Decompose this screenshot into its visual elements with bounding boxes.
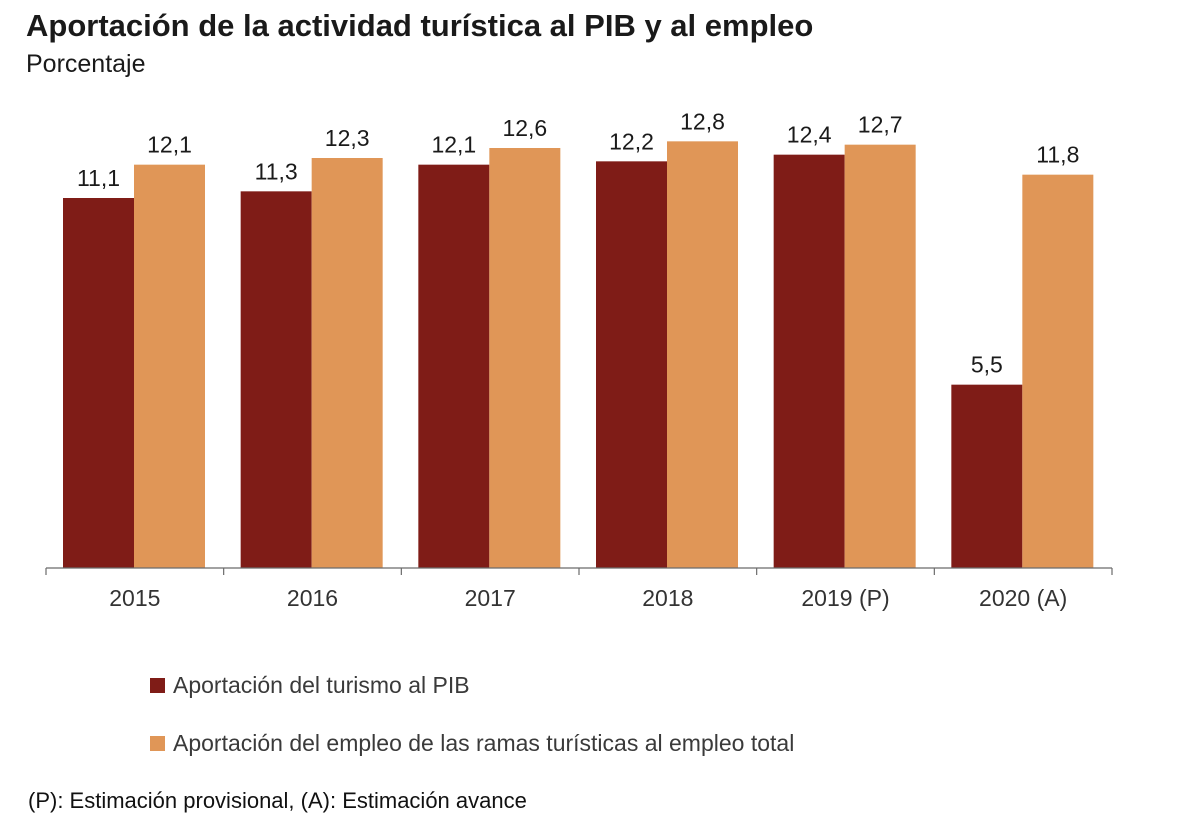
legend-swatch-pib [150,677,165,693]
data-label-pib-0: 11,1 [77,165,120,191]
footnote: (P): Estimación provisional, (A): Estima… [28,788,527,813]
legend-label-pib: Aportación del turismo al PIB [173,671,470,698]
legend: Aportación del turismo al PIB Aportación… [150,668,794,784]
data-label-pib-1: 11,3 [255,158,298,184]
legend-item-empleo: Aportación del empleo de las ramas turís… [150,726,794,760]
legend-item-pib: Aportación del turismo al PIB [150,668,794,702]
x-tick-label-4: 2019 (P) [801,585,889,611]
data-label-pib-5: 5,5 [971,352,1003,378]
legend-label-empleo: Aportación del empleo de las ramas turís… [173,729,795,756]
bar-pib-2 [418,164,490,568]
bar-empleo-2 [489,148,561,568]
data-label-empleo-5: 11,8 [1036,142,1079,168]
data-label-pib-4: 12,4 [787,122,832,148]
chart-title: Aportación de la actividad turística al … [26,8,814,43]
data-label-empleo-1: 12,3 [325,125,370,151]
data-label-pib-3: 12,2 [609,128,654,154]
bar-pib-1 [240,191,312,569]
legend-swatch-empleo [150,735,165,751]
x-tick-label-0: 2015 [109,585,160,611]
data-label-empleo-0: 12,1 [147,132,192,158]
bar-empleo-5 [1022,174,1094,568]
bar-empleo-3 [667,141,738,569]
chart-subtitle: Porcentaje [26,50,146,78]
bar-empleo-4 [844,144,916,568]
bar-pib-5 [951,384,1023,568]
x-tick-label-3: 2018 [642,585,693,611]
bar-pib-3 [596,161,667,569]
bar-empleo-0 [134,164,205,568]
data-label-empleo-3: 12,8 [680,108,725,134]
data-label-empleo-2: 12,6 [502,115,547,141]
bar-pib-0 [63,198,134,568]
data-label-empleo-4: 12,7 [858,112,903,138]
x-tick-label-1: 2016 [287,585,338,611]
bar-chart: 11,1 12,1 2015 11,3 12,3 2016 12,1 12,6 2017 12,2… [45,108,1113,611]
x-tick-label-5: 2020 (A) [979,585,1067,611]
x-tick-label-2: 2017 [465,585,516,611]
bar-empleo-1 [311,158,383,568]
data-label-pib-2: 12,1 [431,132,476,158]
bar-pib-4 [773,154,845,568]
